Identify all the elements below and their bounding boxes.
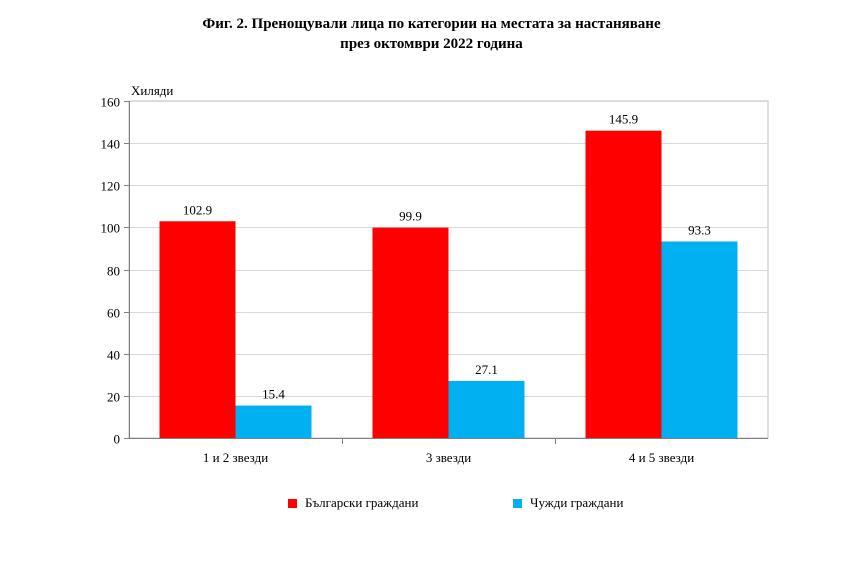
data-label: 27.1 — [475, 362, 498, 377]
y-tick-label: 100 — [101, 221, 121, 236]
chart-title-line-1: Фиг. 2. Пренощували лица по категории на… — [202, 16, 661, 32]
y-tick-label: 60 — [107, 306, 120, 321]
bar-foreign — [235, 405, 312, 438]
chart-title-line-2: през октомври 2022 година — [340, 36, 523, 52]
data-label: 93.3 — [688, 222, 711, 237]
x-tick-label: 1 и 2 звезди — [203, 450, 268, 465]
y-tick-label: 20 — [107, 390, 120, 405]
legend-item-foreign: Чужди граждани — [513, 495, 623, 511]
x-tick-label: 3 звезди — [426, 450, 471, 465]
data-label: 15.4 — [262, 387, 285, 402]
y-tick-label: 160 — [101, 95, 121, 110]
bar-foreign — [661, 241, 738, 438]
bar-bulgarian — [159, 221, 236, 438]
data-label: 99.9 — [399, 209, 422, 224]
y-tick-label: 80 — [107, 264, 120, 279]
y-tick-label: 0 — [114, 432, 121, 447]
bar-foreign — [448, 380, 525, 438]
legend-label-bulgarian: Български граждани — [305, 495, 419, 510]
y-tick-label: 140 — [101, 137, 121, 152]
data-label: 102.9 — [183, 202, 212, 217]
legend-item-bulgarian: Български граждани — [288, 495, 418, 511]
y-tick-label: 120 — [101, 179, 121, 194]
y-axis-label: Хиляди — [131, 83, 173, 98]
legend-label-foreign: Чужди граждани — [530, 495, 624, 510]
data-label: 145.9 — [609, 112, 638, 127]
legend-swatch-foreign — [513, 498, 522, 508]
bar-bulgarian — [372, 227, 449, 438]
chart-legend: Български граждани Чужди граждани — [0, 495, 863, 515]
y-tick-label: 40 — [107, 348, 120, 363]
legend-swatch-bulgarian — [288, 498, 297, 508]
bar-bulgarian — [585, 130, 662, 438]
chart-title: Фиг. 2. Пренощували лица по категории на… — [0, 14, 863, 54]
x-tick-label: 4 и 5 звезди — [629, 450, 694, 465]
